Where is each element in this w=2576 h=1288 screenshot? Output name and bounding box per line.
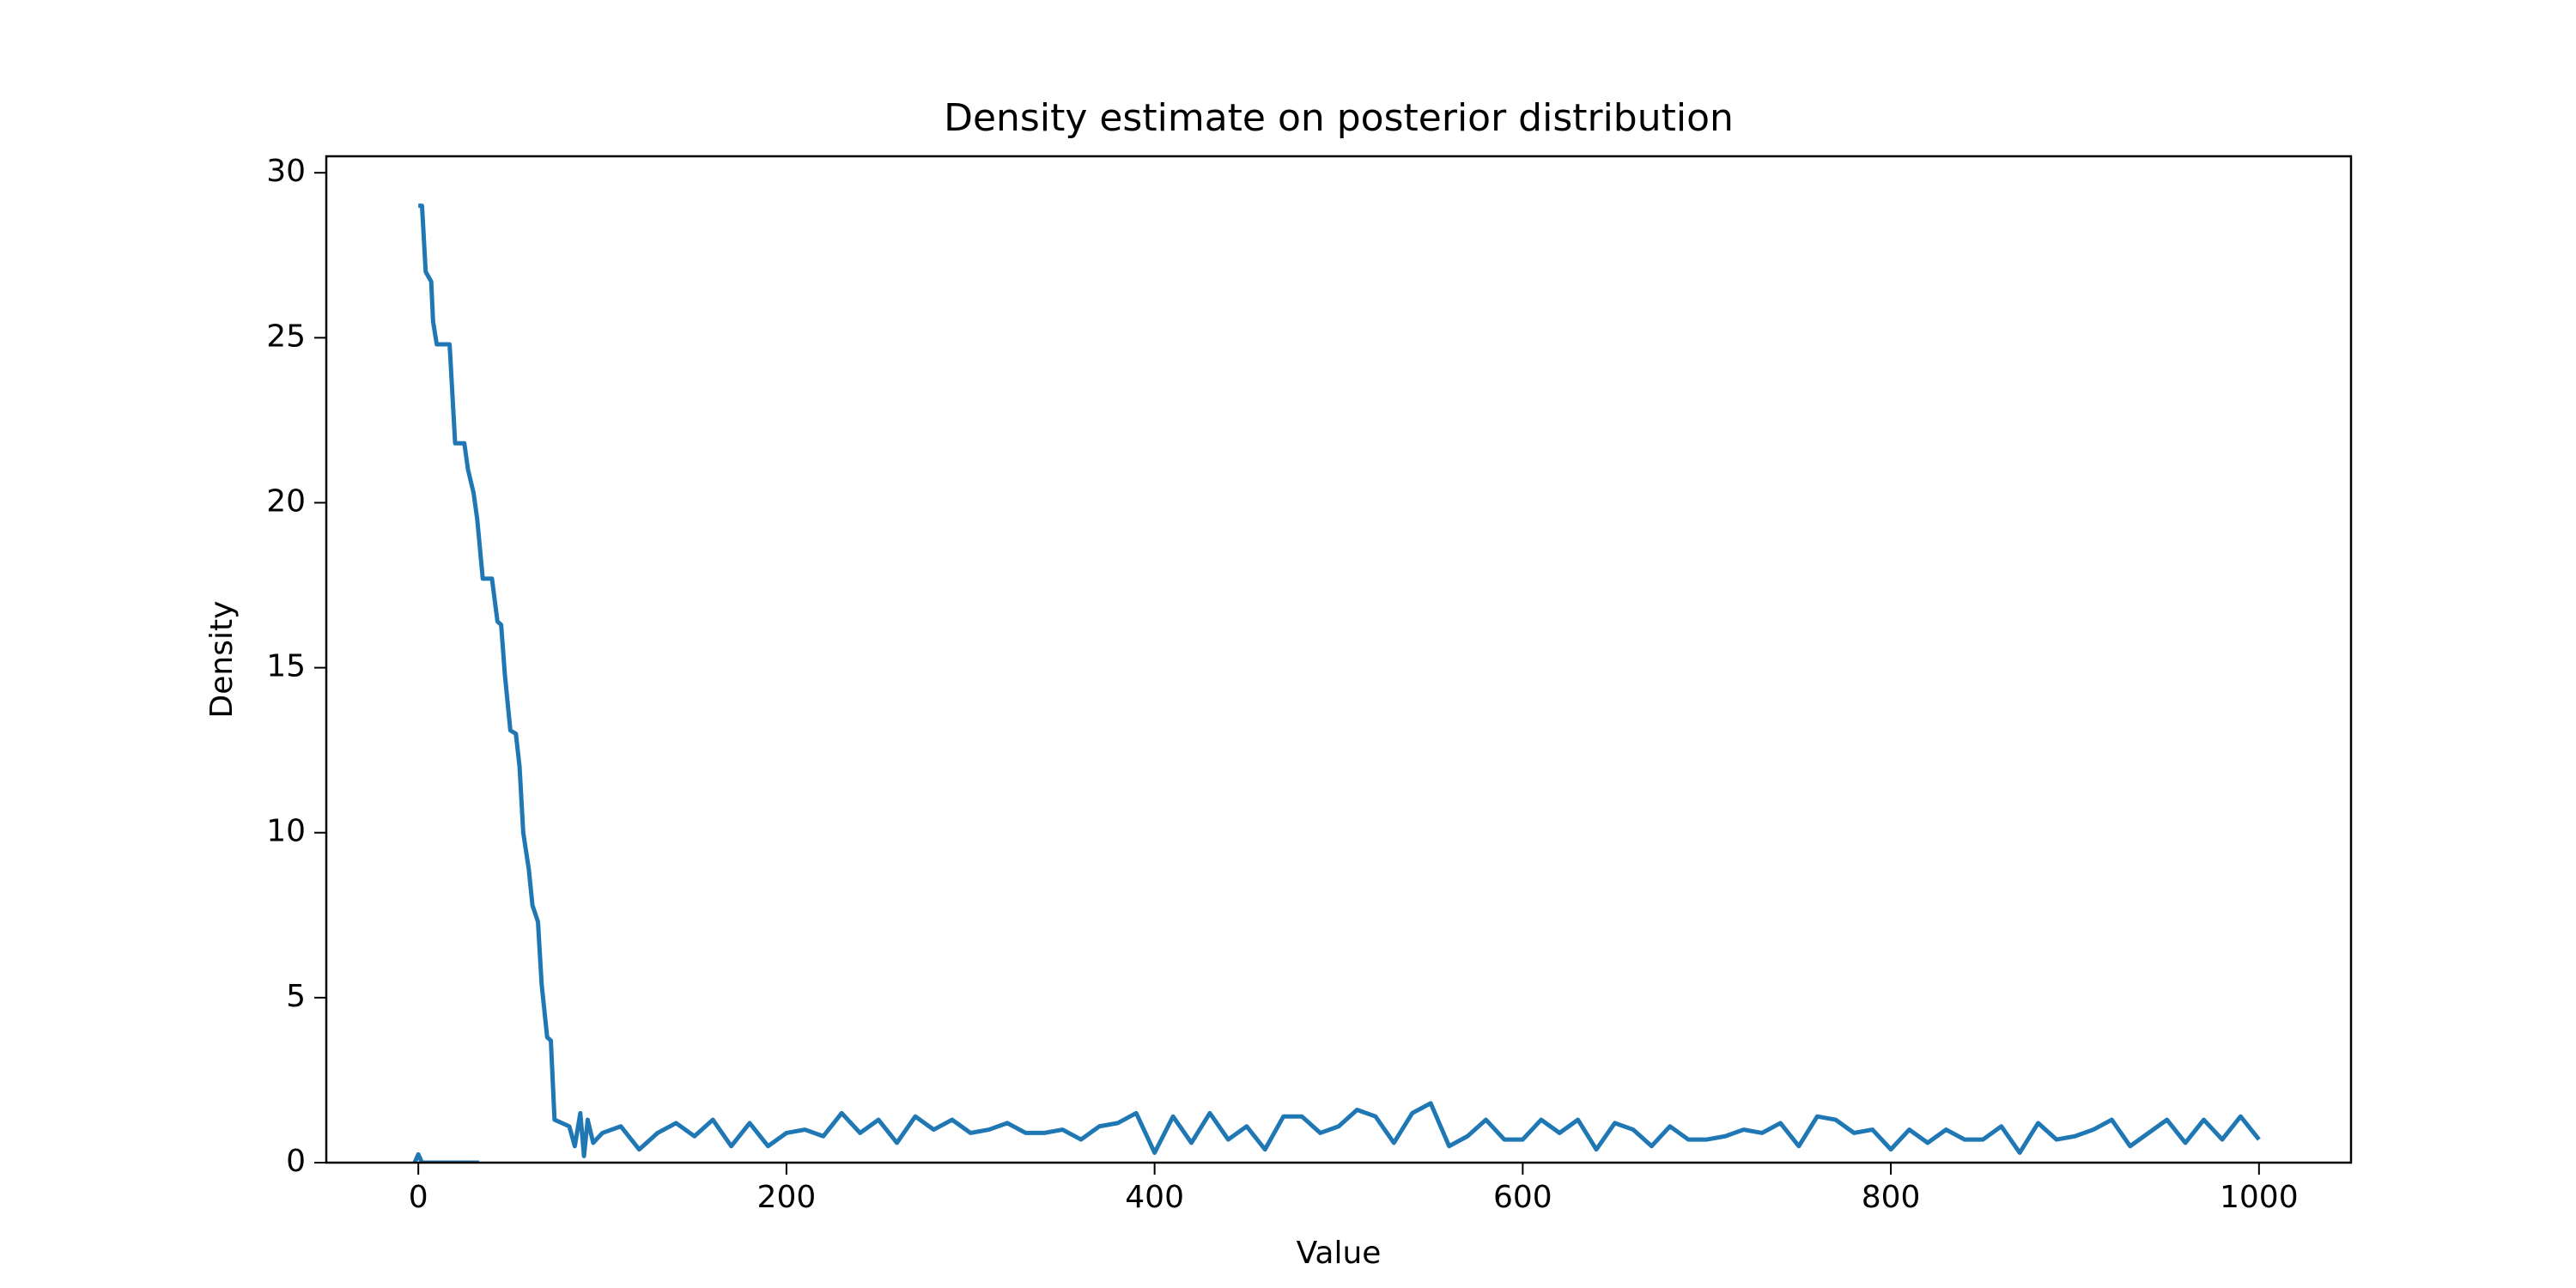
x-tick-label: 1000 — [2220, 1180, 2299, 1215]
plot-frame — [325, 155, 2353, 1164]
y-tick-label: 15 — [266, 649, 306, 684]
data-line — [412, 1151, 479, 1163]
data-line — [418, 204, 2261, 1158]
y-tick-label: 10 — [266, 814, 306, 849]
y-tick-label: 30 — [266, 154, 306, 189]
x-axis-label: Value — [1297, 1236, 1382, 1271]
y-axis-label: Density — [204, 601, 240, 719]
x-tick-label: 800 — [1862, 1180, 1921, 1215]
y-tick-label: 25 — [266, 319, 306, 354]
y-tick-label: 20 — [266, 483, 306, 519]
y-tick-label: 5 — [286, 979, 306, 1014]
x-tick-label: 0 — [409, 1180, 428, 1215]
x-tick-label: 600 — [1493, 1180, 1552, 1215]
chart-title: Density estimate on posterior distributi… — [944, 96, 1734, 140]
x-tick-label: 400 — [1125, 1180, 1184, 1215]
y-tick-label: 0 — [286, 1144, 306, 1179]
x-tick-label: 200 — [757, 1180, 817, 1215]
